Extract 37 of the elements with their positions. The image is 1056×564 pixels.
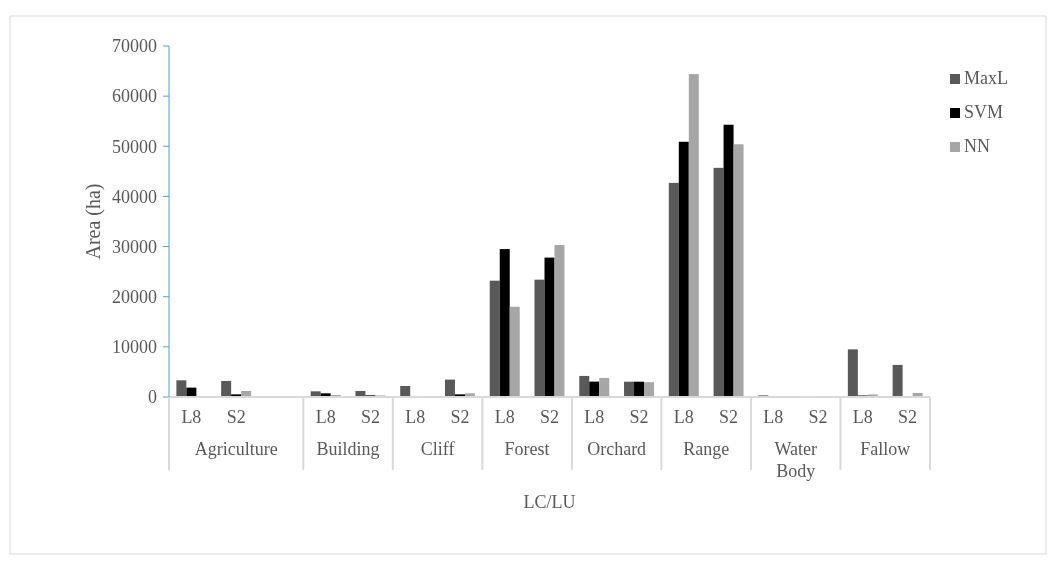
x-tick-label: S2 <box>360 407 380 427</box>
y-tick-label: 60000 <box>112 86 157 107</box>
x-tick-label: L8 <box>315 407 336 427</box>
text: Water Body <box>774 439 817 481</box>
text: Agriculture <box>194 439 278 459</box>
x-tick-label: S2 <box>629 407 649 427</box>
x-tick-label: S2 <box>450 407 470 427</box>
x-tick-label: L8 <box>584 407 605 427</box>
y-tick-label: 20000 <box>112 287 157 308</box>
x-axis-title: LC/LU <box>523 492 576 512</box>
x-tick-label: L8 <box>494 407 515 427</box>
x-tick-label: S2 <box>539 407 560 427</box>
legend-label: MaxL <box>964 68 1008 88</box>
x-tick-label: S2 <box>808 407 828 427</box>
x-tick-label: S2 <box>719 407 739 427</box>
x-tick-label: L8 <box>405 407 426 427</box>
x-tick-label: L8 <box>673 407 694 427</box>
x-tick-label: L8 <box>181 407 202 427</box>
y-tick-label: 40000 <box>112 186 157 207</box>
y-tick-label: 30000 <box>112 236 157 257</box>
x-tick-label: L8 <box>763 407 784 427</box>
x-tick-label: S2 <box>226 407 246 427</box>
text: Cliff <box>420 439 455 459</box>
x-tick-label: L8 <box>852 407 873 427</box>
legend-label: NN <box>964 136 990 156</box>
y-tick-label: 10000 <box>112 337 157 358</box>
y-tick-label: 0 <box>148 387 157 408</box>
text: Range <box>683 439 730 459</box>
y-tick-label: 70000 <box>112 36 157 57</box>
text: Fallow <box>860 439 911 459</box>
y-tick-label: 50000 <box>112 136 157 157</box>
text: Building <box>316 439 380 459</box>
text: Forest <box>504 439 550 459</box>
x-tick-label: S2 <box>898 407 918 427</box>
legend-label: SVM <box>964 102 1004 122</box>
text: Orchard <box>587 439 647 459</box>
y-axis-title: Area (ha) <box>82 183 105 260</box>
